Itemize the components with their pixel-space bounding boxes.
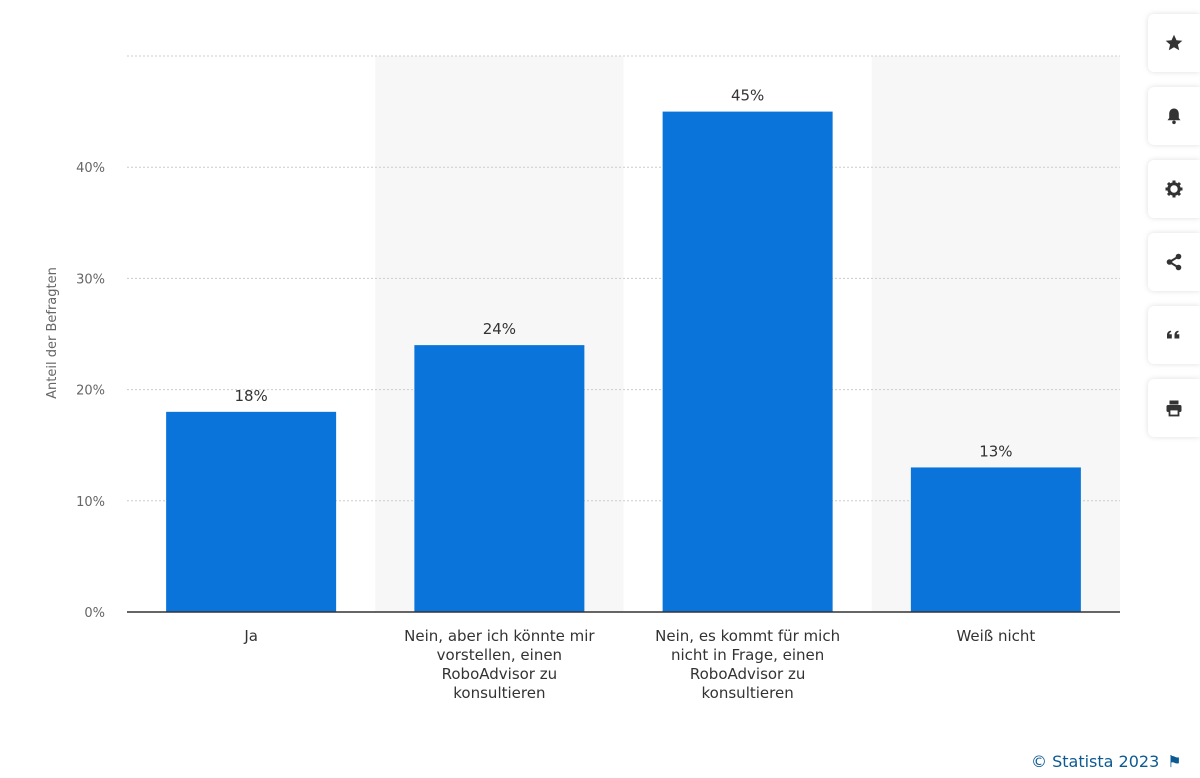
x-tick-label-line: nicht in Frage, einen	[670, 646, 825, 664]
data-labels: 18% 24% 45% 13%	[234, 87, 1012, 461]
bars	[166, 111, 1081, 612]
share-icon	[1166, 253, 1182, 271]
print-button[interactable]	[1148, 379, 1200, 437]
bar-2	[414, 345, 585, 612]
x-tick-label-line: RoboAdvisor zu	[441, 665, 558, 683]
x-tick-label: Nein, es kommt für mich nicht in Frage, e…	[633, 627, 863, 703]
x-tick-label: Ja	[136, 627, 366, 646]
favorite-button[interactable]	[1148, 14, 1200, 72]
y-tick-label: 40%	[76, 161, 105, 176]
star-icon	[1165, 34, 1183, 51]
quote-icon	[1167, 330, 1180, 339]
bar-chart: 0% 10% 20% 30% 40% 18% 24% 45% 13% Anteil der B…	[45, 55, 1120, 621]
y-axis-ticks: 0% 10% 20% 30% 40%	[76, 161, 105, 621]
x-tick-label-line: konsultieren	[453, 684, 546, 702]
settings-button[interactable]	[1148, 160, 1200, 218]
data-label: 45%	[731, 87, 764, 105]
credits-text[interactable]: © Statista 2023	[1031, 752, 1160, 771]
x-tick-label-line: RoboAdvisor zu	[689, 665, 806, 683]
x-tick-label: Nein, aber ich könnte mir vorstellen, ein…	[384, 627, 614, 703]
x-tick-label-line: Weiß nicht	[956, 627, 1036, 645]
data-label: 24%	[483, 320, 516, 338]
x-tick-label-line: vorstellen, einen	[436, 646, 563, 664]
flag-icon[interactable]: ⚑	[1167, 752, 1182, 771]
bar-1	[166, 411, 337, 612]
data-label: 18%	[234, 387, 267, 405]
cite-button[interactable]	[1148, 306, 1200, 364]
print-icon	[1166, 400, 1182, 417]
y-tick-label: 10%	[76, 495, 105, 510]
y-tick-label: 30%	[76, 272, 105, 287]
gear-icon	[1165, 180, 1183, 198]
x-tick-label-line: konsultieren	[701, 684, 794, 702]
y-axis-title: Anteil der Befragten	[45, 267, 60, 399]
bar-3	[662, 111, 833, 612]
x-tick-label-line: Ja	[244, 627, 258, 645]
credits[interactable]: © Statista 2023 ⚑	[1031, 752, 1182, 771]
share-button[interactable]	[1148, 233, 1200, 291]
notification-button[interactable]	[1148, 87, 1200, 145]
bell-icon	[1167, 108, 1181, 125]
y-tick-label: 0%	[84, 606, 105, 621]
y-tick-label: 20%	[76, 384, 105, 399]
x-tick-label: Weiß nicht	[881, 627, 1111, 646]
data-label: 13%	[979, 442, 1012, 460]
x-tick-label-line: Nein, es kommt für mich	[655, 627, 841, 645]
x-tick-label-line: Nein, aber ich könnte mir	[404, 627, 595, 645]
side-toolbar	[1148, 14, 1200, 452]
bar-4	[910, 467, 1081, 612]
